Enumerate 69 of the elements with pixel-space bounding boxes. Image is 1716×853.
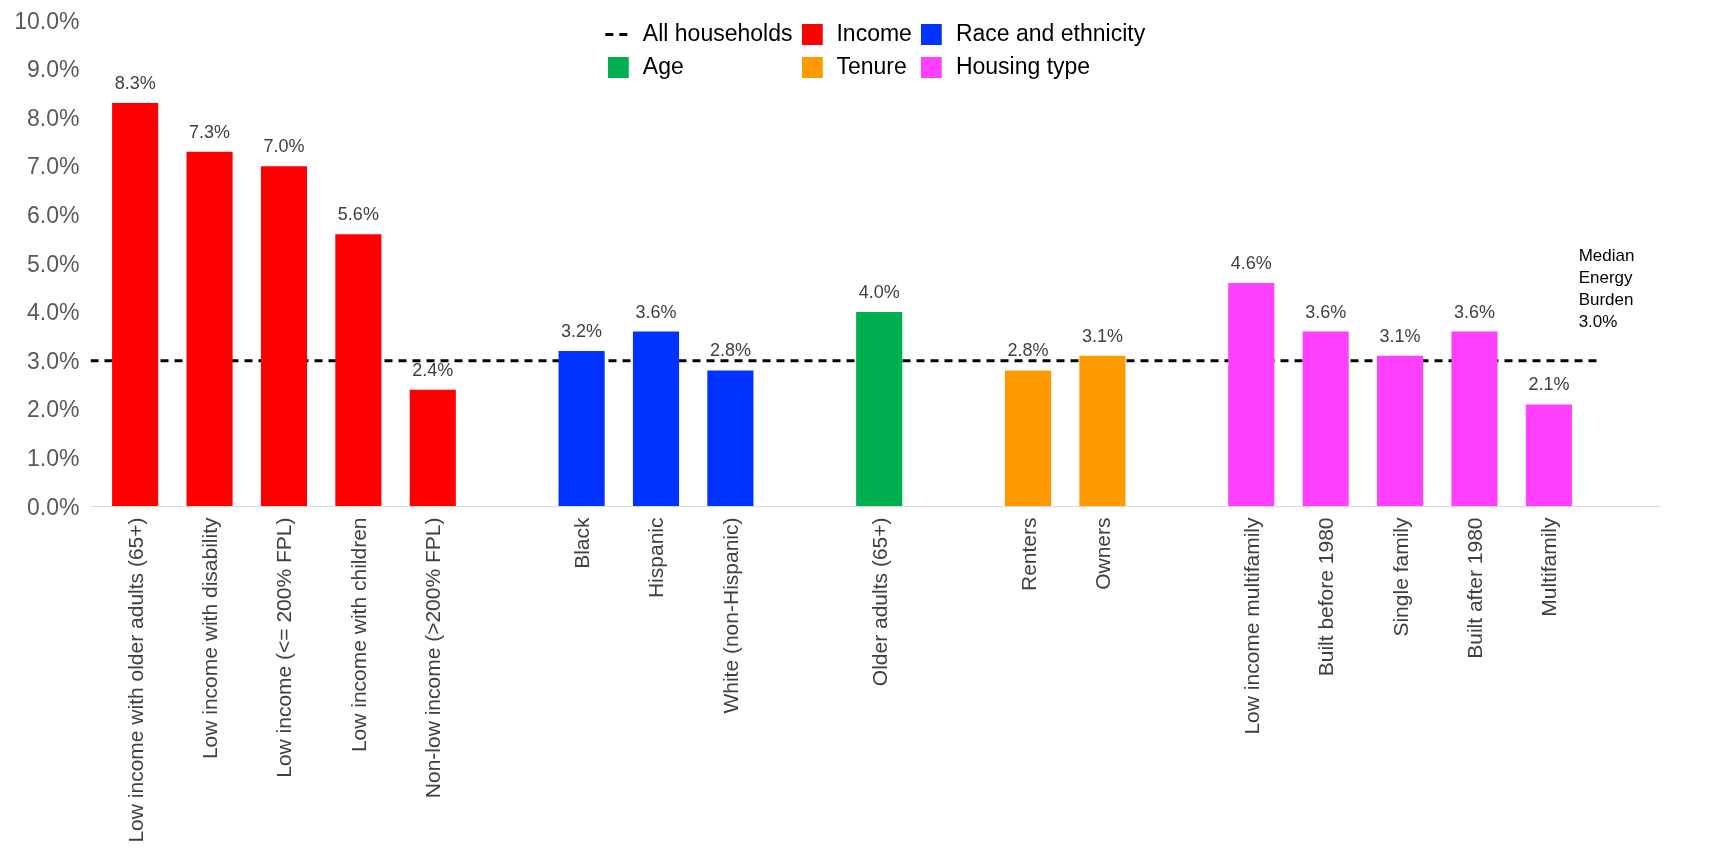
annotation: 3.0%	[1578, 311, 1618, 331]
bar	[260, 166, 308, 507]
bar	[1228, 282, 1275, 507]
bar	[707, 370, 754, 507]
data-label: 3.1%	[1081, 325, 1123, 346]
data-label: 8.3%	[114, 73, 156, 94]
x-tick-label: Built after 1980	[1462, 517, 1486, 659]
data-label: 4.6%	[1230, 252, 1272, 273]
bar	[1302, 331, 1349, 507]
legend-label: Tenure	[836, 53, 907, 80]
data-label: 2.8%	[1007, 340, 1049, 361]
x-tick-label: Low income (<= 200% FPL)	[272, 517, 296, 778]
x-tick-label: Low income with disability	[198, 517, 222, 760]
data-label: 2.4%	[412, 359, 454, 380]
y-tick-label: 4.0%	[27, 299, 80, 326]
bar	[1079, 355, 1126, 507]
bar	[558, 350, 605, 507]
data-label: 2.8%	[709, 340, 751, 361]
y-tick-label: 10.0%	[14, 7, 80, 34]
x-tick-label: Low income with children	[346, 517, 370, 753]
bar	[186, 151, 233, 507]
x-tick-label: Low income with older adults (65+)	[123, 517, 147, 843]
bar	[856, 312, 903, 507]
y-tick-label: 9.0%	[27, 56, 80, 83]
x-tick-label: Renters	[1016, 517, 1040, 592]
bar	[1004, 370, 1052, 507]
y-tick-label: 3.0%	[27, 347, 80, 374]
data-label: 4.0%	[858, 282, 900, 303]
bar	[1451, 331, 1498, 507]
data-label: 7.3%	[189, 121, 231, 142]
data-label: 3.6%	[1453, 301, 1495, 322]
x-tick-label: Single family	[1388, 517, 1412, 637]
bar	[1525, 404, 1572, 507]
x-tick-label: Older adults (65+)	[867, 517, 891, 687]
bar	[112, 103, 159, 507]
y-tick-label: 0.0%	[27, 493, 80, 520]
legend-label: Age	[642, 53, 684, 80]
x-tick-label: Black	[570, 517, 594, 569]
data-label: 3.2%	[561, 320, 603, 341]
legend-label: Income	[836, 20, 912, 47]
annotation: Burden	[1578, 289, 1634, 309]
data-label: 7.0%	[263, 136, 305, 157]
legend-label: Race and ethnicity	[955, 20, 1146, 47]
y-tick-label: 2.0%	[27, 396, 80, 423]
legend-label: Housing type	[955, 53, 1091, 80]
y-tick-label: 5.0%	[27, 250, 80, 277]
x-tick-label: Low income multifamily	[1239, 517, 1263, 735]
annotation: Median	[1578, 245, 1635, 265]
data-label: 3.1%	[1379, 325, 1421, 346]
x-tick-label: Owners	[1090, 517, 1114, 590]
y-tick-label: 1.0%	[27, 444, 80, 471]
bar	[409, 389, 456, 507]
y-tick-label: 8.0%	[27, 104, 80, 131]
bar	[1377, 355, 1424, 507]
y-tick-label: 6.0%	[27, 201, 80, 228]
data-label: 5.6%	[337, 204, 379, 225]
x-tick-label: Hispanic	[644, 517, 668, 599]
data-label: 2.1%	[1528, 374, 1570, 395]
annotation: Energy	[1578, 267, 1634, 287]
x-tick-label: Non-low income (>200% FPL)	[421, 517, 445, 799]
data-label: 3.6%	[1305, 301, 1347, 322]
x-tick-label: Multifamily	[1537, 517, 1561, 617]
legend-label: All households	[642, 20, 793, 47]
x-tick-label: White (non-Hispanic)	[718, 517, 742, 714]
bar	[632, 331, 680, 507]
y-tick-label: 7.0%	[27, 153, 80, 180]
data-label: 3.6%	[635, 301, 677, 322]
bar	[335, 234, 382, 507]
x-tick-label: Built before 1980	[1314, 517, 1338, 677]
